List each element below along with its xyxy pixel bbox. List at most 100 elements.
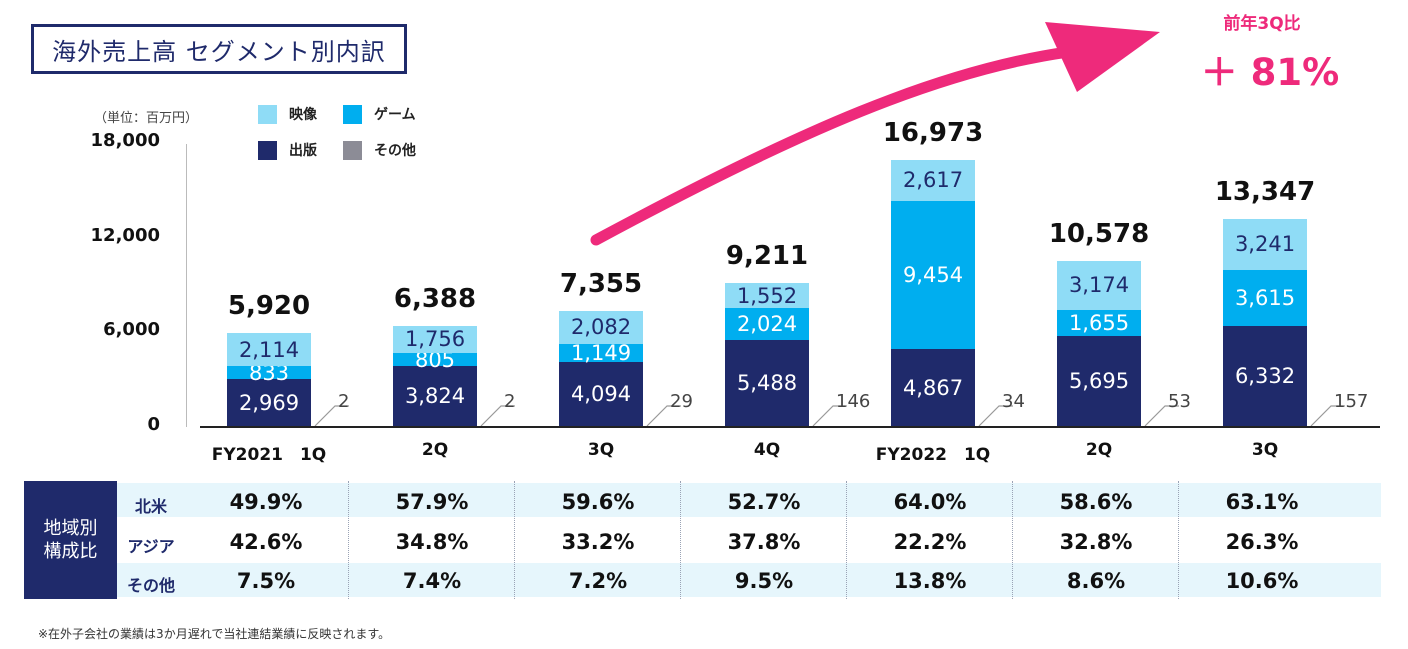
x-category-label: 3Q bbox=[587, 440, 615, 460]
other-leader-line bbox=[314, 405, 349, 427]
region-row-label: 北米 bbox=[134, 497, 167, 516]
other-leader-line bbox=[812, 405, 847, 427]
bar-segment bbox=[559, 343, 643, 362]
segment-value-label: 833 bbox=[248, 360, 290, 385]
region-table-header: 地域別 構成比 bbox=[24, 481, 117, 599]
segment-value-label: 2,082 bbox=[570, 315, 632, 340]
bar-segment bbox=[891, 159, 975, 201]
bar-segment bbox=[1223, 218, 1307, 270]
legend-item-video: 映像 bbox=[258, 104, 317, 124]
legend-swatch bbox=[343, 140, 362, 160]
segment-value-label: 5,488 bbox=[736, 370, 798, 395]
bar-total-label: 6,388 bbox=[393, 283, 477, 314]
other-value-label: 2 bbox=[338, 391, 350, 412]
yoy-label: 前年3Q比 bbox=[1223, 14, 1301, 34]
region-composition-table: 地域別 構成比 北米 49.9% 57.9% 59.6% 52.7% 64.0% 58.6%… bbox=[24, 481, 1381, 599]
x-category-label: FY2022 1Q bbox=[875, 445, 991, 465]
y-tick-label: 12,000 bbox=[90, 225, 160, 246]
bar-total-label: 10,578 bbox=[1048, 218, 1150, 249]
column-separator bbox=[348, 481, 349, 599]
bar-total-label: 5,920 bbox=[227, 290, 311, 321]
segment-value-label: 3,241 bbox=[1234, 232, 1296, 257]
bar-segment bbox=[559, 310, 643, 344]
region-share-cell: 7.2% bbox=[568, 569, 628, 593]
legend-swatch bbox=[343, 104, 362, 124]
segment-value-label: 3,615 bbox=[1234, 286, 1296, 311]
bar-total-label: 13,347 bbox=[1214, 176, 1316, 207]
legend-swatch bbox=[258, 140, 277, 160]
segment-value-label: 1,756 bbox=[404, 327, 466, 352]
bar-segment bbox=[1223, 326, 1307, 426]
segment-value-label: 2,969 bbox=[238, 390, 300, 415]
bar-segment bbox=[891, 349, 975, 426]
region-share-cell: 64.0% bbox=[893, 490, 967, 514]
table-row-band bbox=[117, 563, 1381, 597]
bar-segment bbox=[227, 379, 311, 426]
legend-item-publishing: 出版 bbox=[258, 140, 317, 160]
legend-label: 出版 bbox=[289, 143, 317, 159]
legend-item-other: その他 bbox=[343, 140, 416, 160]
bar-segment bbox=[891, 200, 975, 350]
segment-value-label: 2,617 bbox=[902, 168, 964, 193]
segment-value-label: 2,024 bbox=[736, 311, 798, 336]
other-value-label: 2 bbox=[504, 391, 516, 412]
column-separator bbox=[514, 481, 515, 599]
table-row-band bbox=[117, 483, 1381, 517]
region-share-cell: 10.6% bbox=[1225, 569, 1299, 593]
x-category-label: 2Q bbox=[421, 440, 449, 460]
legend-label: ゲーム bbox=[374, 107, 416, 123]
region-share-cell: 9.5% bbox=[734, 569, 794, 593]
bar-total-label: 9,211 bbox=[725, 241, 809, 272]
region-share-cell: 37.8% bbox=[727, 530, 801, 554]
region-share-cell: 33.2% bbox=[561, 530, 635, 554]
legend-label: その他 bbox=[374, 143, 416, 159]
other-leader-line bbox=[1144, 405, 1179, 427]
other-value-label: 53 bbox=[1168, 391, 1191, 412]
region-share-cell: 32.8% bbox=[1059, 530, 1133, 554]
bar-segment bbox=[725, 339, 809, 426]
region-share-cell: 7.5% bbox=[236, 569, 296, 593]
segment-value-label: 3,174 bbox=[1068, 273, 1130, 298]
legend-swatch bbox=[258, 104, 277, 124]
bar-segment bbox=[393, 353, 477, 366]
segment-value-label: 9,454 bbox=[902, 263, 964, 288]
other-leader-line bbox=[646, 405, 681, 427]
region-share-cell: 63.1% bbox=[1225, 490, 1299, 514]
column-separator bbox=[680, 481, 681, 599]
bar-total-label: 16,973 bbox=[882, 117, 984, 148]
region-share-cell: 49.9% bbox=[229, 490, 303, 514]
x-category-label: 4Q bbox=[753, 440, 781, 460]
region-share-cell: 34.8% bbox=[395, 530, 469, 554]
other-leader-line bbox=[978, 405, 1013, 427]
segment-value-label: 805 bbox=[414, 347, 456, 372]
region-share-cell: 26.3% bbox=[1225, 530, 1299, 554]
column-separator bbox=[1178, 481, 1179, 599]
other-leader-line bbox=[1310, 405, 1345, 427]
column-separator bbox=[846, 481, 847, 599]
legend-item-game: ゲーム bbox=[343, 104, 416, 124]
bar-segment bbox=[227, 332, 311, 367]
region-share-cell: 22.2% bbox=[893, 530, 967, 554]
segment-value-label: 1,552 bbox=[736, 283, 798, 308]
segment-value-label: 3,824 bbox=[404, 383, 466, 408]
region-share-cell: 7.4% bbox=[402, 569, 462, 593]
bar-segment bbox=[725, 307, 809, 340]
footnote: ※在外子会社の業績は3か月遅れで当社連結業績に反映されます。 bbox=[38, 627, 391, 641]
other-value-label: 34 bbox=[1002, 391, 1025, 412]
chart-title: 海外売上高 セグメント別内訳 bbox=[31, 24, 407, 74]
x-category-label: 3Q bbox=[1251, 440, 1279, 460]
segment-value-label: 1,149 bbox=[570, 340, 632, 365]
region-row-label: その他 bbox=[126, 576, 175, 595]
yoy-value: ＋ 81% bbox=[1200, 51, 1340, 94]
bar-segment bbox=[1057, 336, 1141, 426]
region-share-cell: 8.6% bbox=[1066, 569, 1126, 593]
y-axis-line bbox=[186, 144, 187, 427]
region-row-label: アジア bbox=[127, 537, 175, 556]
other-value-label: 146 bbox=[836, 391, 871, 412]
bar-segment bbox=[227, 366, 311, 380]
region-share-cell: 58.6% bbox=[1059, 490, 1133, 514]
segment-value-label: 4,867 bbox=[902, 375, 964, 400]
legend-label: 映像 bbox=[289, 107, 317, 123]
bar-segment bbox=[559, 361, 643, 426]
